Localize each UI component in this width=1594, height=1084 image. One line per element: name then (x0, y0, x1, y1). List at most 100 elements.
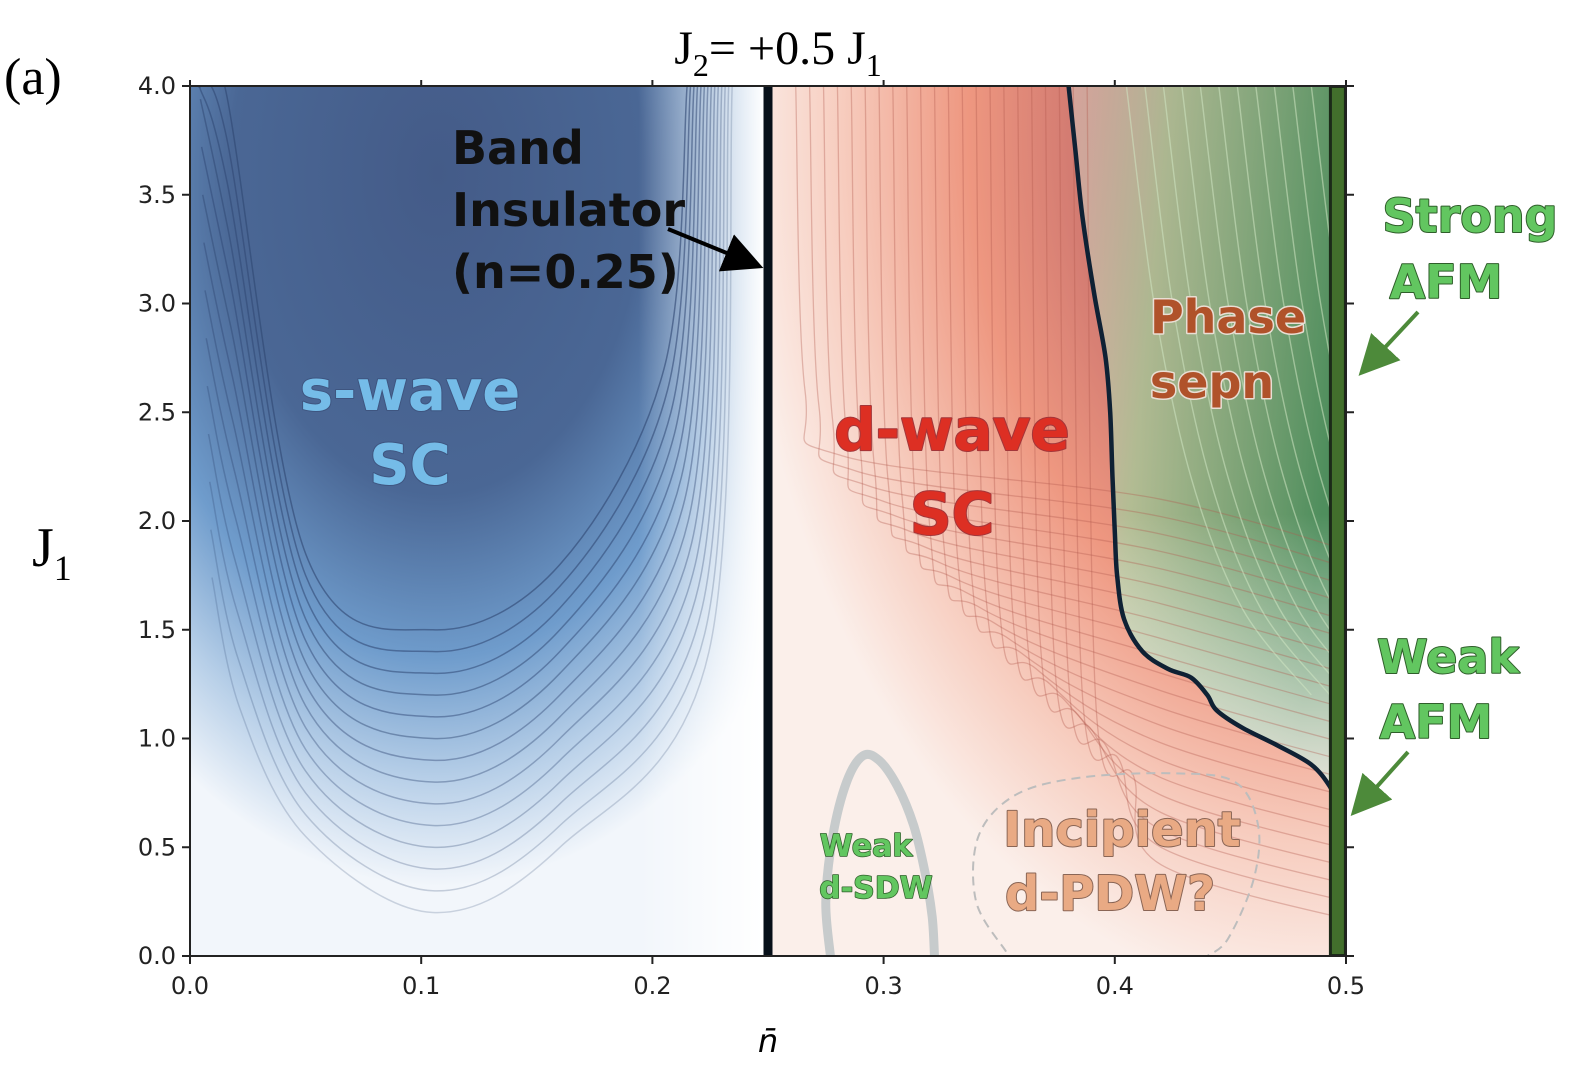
x-tick-label: 0.4 (1096, 972, 1134, 1000)
svg-text:AFM: AFM (1390, 255, 1503, 309)
d-wave-contour-line (961, 86, 1346, 762)
d-wave-contour-line (1072, 86, 1346, 902)
svg-text:Band: Band (452, 121, 584, 175)
s-wave-contour-line (210, 86, 730, 892)
phase-sep-contour-line (1255, 86, 1346, 556)
y-tick-label: 3.0 (138, 290, 176, 318)
svg-text:s-wave: s-wave (300, 359, 521, 424)
d-wave-annotation: d-wave SC (833, 395, 1070, 549)
sdw-region-boundary (821, 749, 939, 956)
pdw-region-boundary (971, 772, 1261, 956)
d-wave-contour-line (822, 86, 1346, 586)
d-wave-contour-line (1058, 86, 1346, 885)
d-wave-contour-line (1003, 86, 1346, 815)
phase-sep-contour-line (1125, 86, 1312, 696)
s-wave-contour-line (208, 86, 726, 870)
x-tick-label: 0.0 (171, 972, 209, 1000)
phase-sep-annotation: Phase sepn (1148, 289, 1307, 411)
strong-afm-annotation: Strong AFM (1358, 188, 1559, 376)
weak-afm-annotation: Weak AFM (1350, 629, 1521, 816)
band-insulator-annotation: Band Insulator (n=0.25) (452, 121, 764, 299)
s-wave-contour-line (199, 86, 699, 696)
s-wave-contour-line (205, 86, 716, 805)
svg-text:AFM: AFM (1380, 695, 1493, 749)
phase-sep-contour-line (1292, 86, 1346, 437)
d-wave-contour-line (989, 86, 1346, 797)
d-wave-contour-line (975, 86, 1346, 780)
phase-sep-contour-line (1329, 86, 1346, 227)
d-wave-contour-line (850, 86, 1346, 622)
s-wave-contour-line (203, 86, 709, 762)
d-wave-contour-line (919, 86, 1346, 709)
d-wave-contour-line (864, 86, 1346, 639)
d-wave-contours (795, 86, 1346, 920)
afm-bar (1328, 86, 1346, 956)
d-wave-contour-line (1030, 86, 1346, 850)
s-wave-contour-line (196, 86, 688, 631)
phase-sep-contour-line (1181, 86, 1346, 673)
svg-text:Phase: Phase (1150, 290, 1306, 344)
s-wave-contour-line (211, 86, 733, 914)
svg-text:SC: SC (369, 433, 450, 498)
phase-sep-contour-line (1199, 86, 1346, 652)
d-wave-contour-line (906, 86, 1346, 692)
s-wave-annotation: s-wave SC (299, 358, 522, 499)
phase-sep-contour-line (1144, 86, 1331, 696)
y-tick-label: 0.5 (138, 833, 176, 861)
s-wave-contour-line (207, 86, 723, 849)
svg-text:Weak: Weak (1377, 630, 1520, 684)
svg-text:Insulator: Insulator (452, 183, 685, 237)
d-wave-contour-line (836, 86, 1346, 604)
x-tick-label: 0.2 (633, 972, 671, 1000)
svg-text:sepn: sepn (1150, 355, 1274, 409)
svg-text:d-PDW?: d-PDW? (1005, 866, 1215, 922)
phase-sep-contour-line (1162, 86, 1346, 694)
s-wave-contour-line (197, 86, 692, 653)
afm-bar-fill (1331, 88, 1344, 954)
svg-text:Incipient: Incipient (1003, 802, 1240, 858)
s-wave-contour-line (206, 86, 720, 827)
y-tick-label: 1.5 (138, 616, 176, 644)
s-wave-contour-line (204, 86, 713, 783)
s-wave-contours (196, 86, 733, 914)
svg-text:Strong: Strong (1382, 189, 1557, 243)
svg-text:d-SDW: d-SDW (819, 871, 933, 906)
svg-text:(n=0.25): (n=0.25) (452, 245, 679, 299)
chart-title: J2= +0.5 J1 (674, 22, 882, 83)
x-tick-label: 0.1 (402, 972, 440, 1000)
d-wave-contour-line (795, 86, 1346, 551)
x-tick-label: 0.3 (865, 972, 903, 1000)
y-tick-label: 2.5 (138, 398, 176, 426)
x-tick-label: 0.5 (1327, 972, 1365, 1000)
band-insulator-arrow (667, 227, 764, 272)
weak-afm-arrow (1350, 750, 1410, 816)
d-wave-contour-line (878, 86, 1346, 657)
phase-sep-contour-line (1236, 86, 1346, 597)
weak-sdw-annotation: Weak d-SDW (818, 828, 933, 907)
x-ticks: 0.0 0.1 0.2 0.3 0.4 0.5 (171, 80, 1365, 1000)
phase-sep-contour-line (1218, 86, 1346, 628)
y-tick-label: 4.0 (138, 72, 176, 100)
s-wave-contour-line (201, 86, 706, 740)
s-wave-contour-line (198, 86, 695, 675)
d-wave-contour-line (1017, 86, 1346, 832)
panel-label: (a) (4, 49, 62, 106)
phase-boundary-line (1066, 86, 1337, 801)
phase-sep-contour-line (1310, 86, 1346, 348)
d-wave-contour-line (1086, 86, 1346, 920)
pdw-annotation: Incipient d-PDW? (1002, 801, 1241, 923)
y-tick-label: 1.0 (138, 725, 176, 753)
y-ticks: 0.0 0.5 1.0 1.5 2.0 2.5 3.0 3.5 4.0 (138, 72, 1354, 970)
svg-text:Weak: Weak (820, 829, 914, 864)
y-tick-label: 0.0 (138, 942, 176, 970)
heatmap-layers (190, 86, 1346, 956)
d-wave-contour-line (808, 86, 1346, 569)
d-wave-contour-line (933, 86, 1346, 727)
phase-sep-fade (1068, 86, 1346, 800)
y-tick-label: 3.5 (138, 181, 176, 209)
d-wave-contour-line (892, 86, 1346, 674)
d-wave-contour-line (947, 86, 1346, 745)
d-wave-contour-line (1044, 86, 1346, 867)
svg-text:SC: SC (910, 480, 994, 548)
